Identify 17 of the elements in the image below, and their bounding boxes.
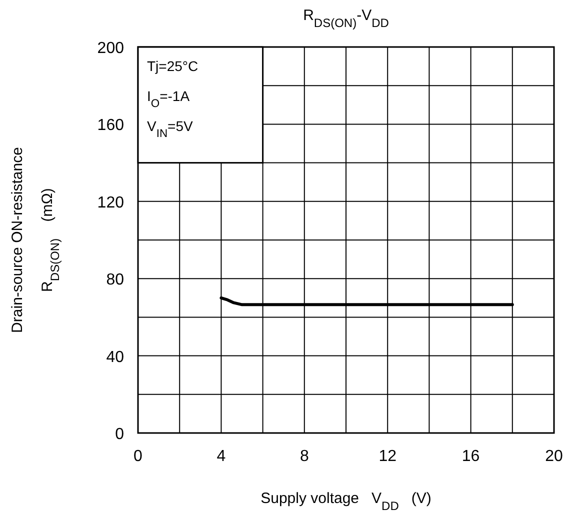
y-tick-label: 200 — [97, 40, 124, 57]
x-tick-label: 4 — [216, 448, 226, 465]
x-tick-label: 20 — [545, 448, 563, 465]
annotation: I$_{O}$=-1A — [147, 88, 190, 110]
y-tick-label: 40 — [106, 348, 124, 366]
annotation: Tj=25°C — [147, 58, 198, 74]
x-tick-label: 16 — [462, 448, 480, 465]
y-tick-label: 0 — [115, 426, 124, 443]
x-tick-label: 12 — [378, 448, 397, 465]
x-tick-label: 0 — [134, 448, 143, 465]
y-tick-label: 160 — [97, 117, 124, 134]
x-axis-title: Supply voltage V$_{DD}$ (V) — [260, 490, 432, 513]
chart-title: R$_{DS(ON)}$-V$_{DD}$ — [303, 7, 390, 30]
y-tick-label: 80 — [106, 272, 124, 289]
x-tick-label: 8 — [300, 448, 309, 465]
y-tick-label: 120 — [97, 194, 124, 212]
annotation: V$_{IN}$=5V — [147, 118, 194, 140]
